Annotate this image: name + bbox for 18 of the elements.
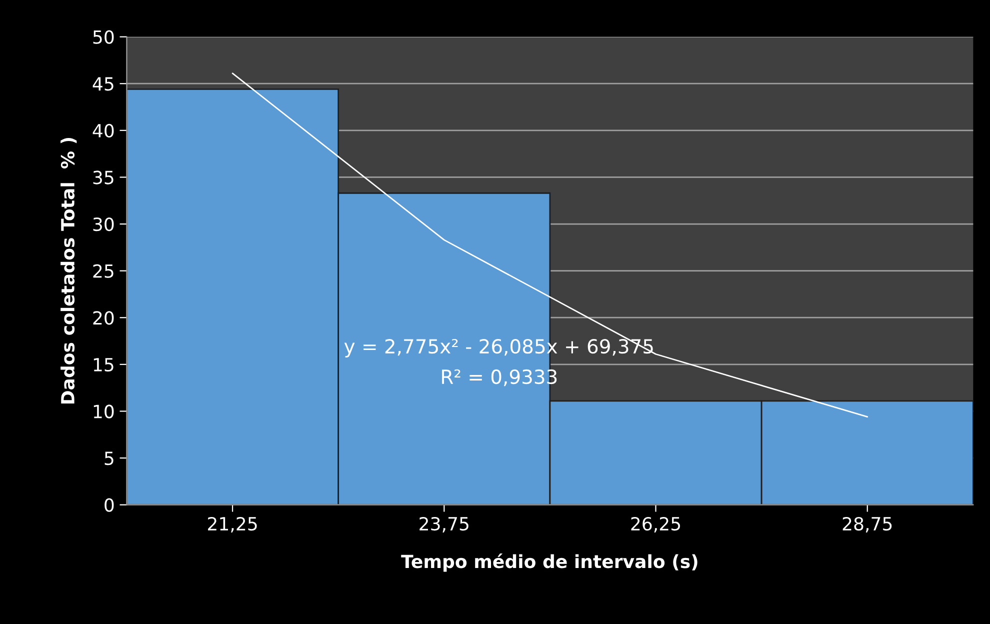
x-tick-label: 21,25 <box>208 516 257 532</box>
y-tick-label: 5 <box>104 452 114 466</box>
line-series <box>232 72 868 418</box>
x-axis-title: Tempo médio de intervalo (s) <box>401 554 698 572</box>
y-tick-label: 10 <box>94 404 114 418</box>
y-tick-label: 35 <box>93 170 114 184</box>
x-tick-label: 28,75 <box>842 516 892 532</box>
y-tick-label: 20 <box>93 311 114 325</box>
y-tick-label: 25 <box>93 264 114 278</box>
y-axis-title: Dados coletados Total % ) <box>60 138 77 404</box>
y-tick-label: 50 <box>93 30 114 44</box>
x-tick-label: 26,25 <box>631 516 680 532</box>
y-tick-label: 45 <box>92 77 114 91</box>
x-tick-label: 23,75 <box>420 516 468 532</box>
y-tick-label: 30 <box>93 217 114 232</box>
y-tick-label: 40 <box>92 124 114 138</box>
y-tick-label: 15 <box>94 358 114 372</box>
y-tick-label: 0 <box>104 498 114 512</box>
